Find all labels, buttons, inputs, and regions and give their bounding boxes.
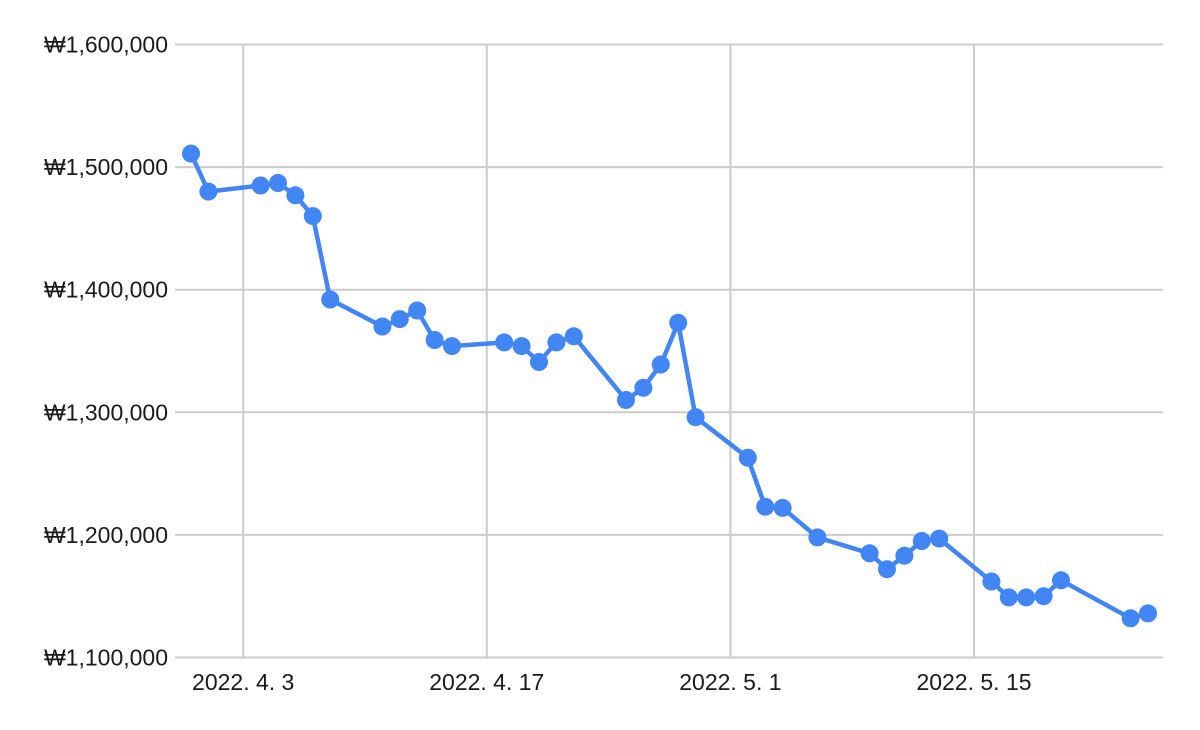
data-point[interactable]	[408, 301, 427, 320]
data-point[interactable]	[373, 317, 392, 336]
data-point[interactable]	[321, 290, 340, 309]
data-point[interactable]	[425, 331, 444, 349]
data-point[interactable]	[669, 313, 688, 332]
y-axis-label: ₩1,600,000	[44, 32, 168, 58]
price-line[interactable]	[188, 151, 1151, 621]
data-point[interactable]	[564, 327, 583, 346]
data-point[interactable]	[878, 560, 896, 579]
data-point[interactable]	[1052, 571, 1070, 590]
x-axis-label: 2022. 5. 15	[916, 669, 1031, 695]
data-point[interactable]	[860, 544, 879, 563]
x-axis-label: 2022. 5. 1	[679, 669, 781, 695]
data-point[interactable]	[617, 391, 635, 409]
data-point[interactable]	[930, 529, 949, 548]
data-point[interactable]	[756, 497, 775, 516]
data-point[interactable]	[651, 355, 670, 374]
data-point[interactable]	[512, 337, 531, 356]
y-axis-label: ₩1,400,000	[44, 277, 168, 303]
y-axis-labels: ₩1,600,000 ₩1,500,000 ₩1,400,000 ₩1,300,000…	[44, 32, 168, 671]
data-point[interactable]	[495, 333, 514, 352]
data-point[interactable]	[251, 176, 270, 195]
data-point[interactable]	[982, 572, 1001, 591]
data-point[interactable]	[390, 310, 409, 329]
data-point[interactable]	[1034, 587, 1053, 606]
data-point[interactable]	[182, 144, 200, 163]
data-point[interactable]	[634, 378, 653, 397]
data-point[interactable]	[443, 337, 461, 356]
data-point[interactable]	[199, 182, 218, 201]
data-point[interactable]	[1121, 609, 1140, 628]
x-axis-label: 2022. 4. 17	[429, 669, 544, 695]
data-point[interactable]	[269, 174, 287, 192]
data-point[interactable]	[1017, 588, 1036, 607]
data-point[interactable]	[686, 408, 705, 427]
data-point[interactable]	[286, 186, 305, 205]
y-axis-label: ₩1,100,000	[44, 645, 168, 671]
data-point[interactable]	[773, 498, 792, 517]
data-point[interactable]	[547, 333, 566, 352]
x-axis-label: 2022. 4. 3	[192, 669, 294, 695]
price-series	[182, 144, 1157, 628]
y-axis-label: ₩1,500,000	[44, 154, 168, 180]
gridlines-vertical	[242, 44, 975, 658]
data-point[interactable]	[912, 532, 931, 550]
data-point[interactable]	[530, 353, 548, 371]
gridlines-horizontal	[175, 43, 1163, 659]
data-point[interactable]	[999, 588, 1018, 607]
data-point[interactable]	[303, 207, 322, 226]
data-point[interactable]	[808, 528, 827, 547]
y-axis-label: ₩1,300,000	[44, 399, 168, 425]
y-axis-label: ₩1,200,000	[44, 522, 168, 548]
data-point[interactable]	[895, 546, 914, 565]
data-point[interactable]	[738, 448, 757, 467]
data-point[interactable]	[1139, 604, 1157, 623]
x-axis-labels: 2022. 4. 3 2022. 4. 17 2022. 5. 1 2022. 5. …	[192, 669, 1032, 695]
